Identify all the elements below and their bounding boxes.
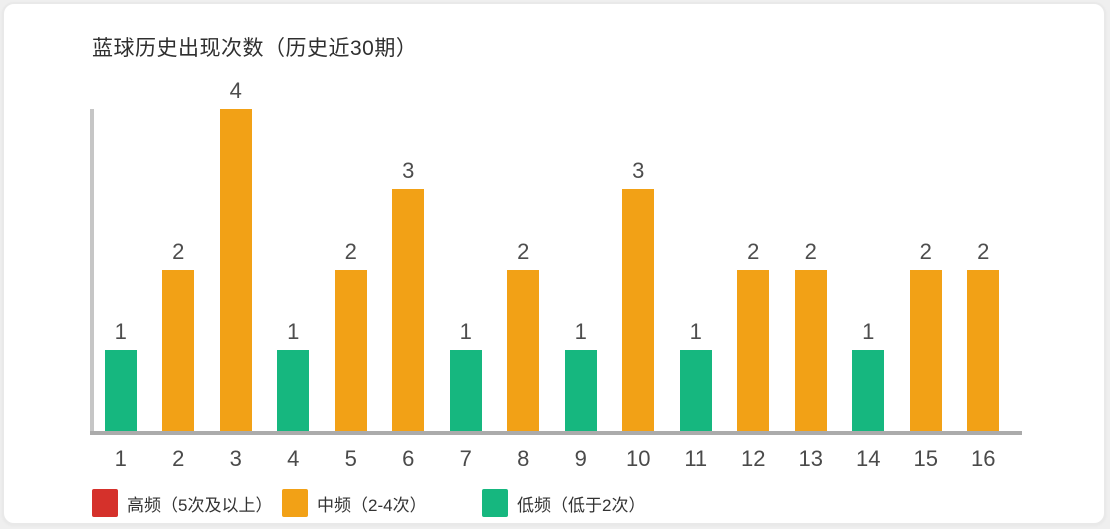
bar-group: 2	[322, 109, 380, 431]
bar-group: 2	[897, 109, 955, 431]
legend-swatch-high	[92, 489, 118, 517]
x-axis-tick-label: 10	[626, 446, 651, 471]
bar	[852, 350, 885, 431]
bar-group: 3	[380, 109, 438, 431]
bar	[449, 350, 482, 431]
x-axis-tick-label: 6	[402, 446, 415, 471]
x-axis-tick-label: 11	[684, 446, 708, 471]
x-axis-tick-label: 5	[344, 446, 357, 471]
x-axis-tick-label: 14	[856, 446, 881, 471]
bar	[622, 189, 655, 431]
x-axis-tick-label: 16	[971, 446, 996, 471]
bar-value-label: 2	[517, 239, 530, 264]
bar	[104, 350, 137, 431]
legend-label-low: 低频（低于2次）	[517, 495, 646, 515]
legend-item-mid: 中频（2-4次）	[282, 488, 427, 518]
x-axis-tick-label: 2	[172, 446, 185, 471]
bar	[909, 270, 942, 431]
bar-group: 2	[782, 109, 840, 431]
legend-swatch-mid	[282, 489, 308, 517]
bar	[564, 350, 597, 431]
bar	[679, 350, 712, 431]
legend-swatch-low	[482, 489, 508, 517]
bar	[334, 270, 367, 431]
bar-value-label: 2	[919, 239, 932, 264]
bar-value-label: 2	[804, 239, 817, 264]
bar	[737, 270, 770, 431]
bar	[277, 350, 310, 431]
bar-series: 1 2 4 1 2 3 1 2 1 3 1 2 2 1 2 2	[92, 78, 1013, 431]
bar-value-label: 2	[344, 239, 357, 264]
bar-group: 1	[840, 109, 898, 431]
bar	[219, 109, 252, 431]
bar-group: 2	[495, 109, 553, 431]
bar-value-label: 1	[287, 319, 300, 344]
legend-label-high: 高频（5次及以上）	[127, 495, 273, 515]
bar-value-label: 3	[402, 158, 415, 183]
bar-value-label: 2	[747, 239, 760, 264]
bar-group: 2	[955, 109, 1013, 431]
bar-group: 4	[207, 78, 265, 431]
bar-value-label: 1	[114, 319, 127, 344]
bar	[392, 189, 425, 431]
x-axis-tick-label: 9	[574, 446, 587, 471]
bar-group: 1	[437, 109, 495, 431]
bar-value-label: 2	[977, 239, 990, 264]
legend-item-low: 低频（低于2次）	[482, 488, 645, 518]
chart-title: 蓝球历史出现次数（历史近30期）	[92, 37, 418, 60]
bar-value-label: 1	[689, 319, 702, 344]
bar-value-label: 2	[172, 239, 185, 264]
x-axis-tick-labels: 1 2 3 4 5 6 7 8 9 10 11 12 13 14 15 16	[92, 445, 1012, 473]
bar	[162, 270, 195, 431]
bar-value-label: 1	[574, 319, 587, 344]
legend: 高频（5次及以上） 中频（2-4次） 低频（低于2次）	[4, 488, 1108, 520]
y-axis-line	[90, 109, 94, 435]
bar	[967, 270, 1000, 431]
x-axis-tick-label: 13	[798, 446, 823, 471]
bar-group: 1	[92, 109, 150, 431]
legend-item-high: 高频（5次及以上）	[92, 488, 272, 518]
bar-group: 2	[150, 109, 208, 431]
legend-label-mid: 中频（2-4次）	[317, 495, 427, 515]
bar-group: 3	[610, 109, 668, 431]
bar-group: 1	[552, 109, 610, 431]
x-axis-tick-label: 8	[517, 446, 530, 471]
bar-value-label: 4	[229, 78, 242, 103]
bar-group: 2	[725, 109, 783, 431]
bar-group: 1	[667, 109, 725, 431]
x-axis-tick-label: 15	[913, 446, 938, 471]
x-axis-line	[90, 431, 1022, 435]
bar	[794, 270, 827, 431]
bar-group: 1	[265, 109, 323, 431]
x-axis-tick-label: 4	[287, 446, 300, 471]
x-axis-tick-label: 12	[741, 446, 766, 471]
bar-value-label: 1	[862, 319, 875, 344]
x-axis-tick-label: 1	[114, 446, 127, 471]
x-axis-tick-label: 7	[459, 446, 472, 471]
bar-value-label: 3	[632, 158, 645, 183]
bar-value-label: 1	[459, 319, 472, 344]
x-axis-tick-label: 3	[229, 446, 242, 471]
bar	[507, 270, 540, 431]
